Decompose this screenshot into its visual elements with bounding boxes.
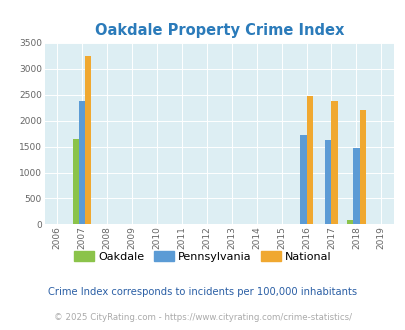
Bar	[346, 220, 352, 224]
Title: Oakdale Property Crime Index: Oakdale Property Crime Index	[94, 22, 343, 38]
Bar	[79, 101, 85, 224]
Bar	[300, 135, 306, 224]
Bar	[324, 140, 330, 224]
Bar	[72, 139, 79, 224]
Bar	[359, 110, 365, 224]
Text: © 2025 CityRating.com - https://www.cityrating.com/crime-statistics/: © 2025 CityRating.com - https://www.city…	[54, 313, 351, 322]
Bar	[306, 96, 312, 224]
Bar	[352, 148, 359, 224]
Bar	[330, 101, 337, 224]
Bar	[85, 56, 91, 224]
Text: Crime Index corresponds to incidents per 100,000 inhabitants: Crime Index corresponds to incidents per…	[48, 287, 357, 297]
Legend: Oakdale, Pennsylvania, National: Oakdale, Pennsylvania, National	[70, 247, 335, 267]
